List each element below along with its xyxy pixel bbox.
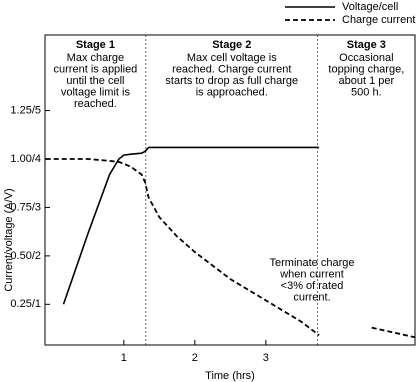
x-axis-label: Time (hrs) bbox=[205, 370, 255, 382]
y-tick-label: 0.25/1 bbox=[10, 298, 41, 310]
y-tick-label: 0.50/2 bbox=[10, 250, 41, 262]
stage-text: topping charge, bbox=[328, 63, 404, 75]
series-line bbox=[62, 146, 320, 305]
annotation: current. bbox=[293, 291, 330, 303]
series-line bbox=[45, 158, 416, 339]
y-tick-label: 1.00/4 bbox=[10, 153, 41, 165]
stage-text: voltage limit is bbox=[61, 86, 131, 98]
stage-text: 500 h. bbox=[351, 86, 382, 98]
stage-title: Stage 3 bbox=[347, 39, 386, 51]
annotation: Terminate charge bbox=[270, 257, 355, 269]
annotation: when current bbox=[279, 268, 344, 280]
stage-text: Max cell voltage is bbox=[187, 52, 277, 64]
stage-text: reached. Charge current bbox=[172, 63, 291, 75]
stage-text: Max charge bbox=[67, 52, 124, 64]
y-axis-label: Current/voltage (A/V) bbox=[3, 188, 15, 291]
stage-text: starts to drop as full charge bbox=[165, 75, 298, 87]
stage-text: until the cell bbox=[66, 75, 124, 87]
stage-text: reached. bbox=[74, 98, 117, 110]
stage-title: Stage 1 bbox=[76, 39, 115, 51]
x-tick-label: 2 bbox=[192, 352, 198, 364]
stage-title: Stage 2 bbox=[212, 39, 251, 51]
x-tick-label: 1 bbox=[121, 352, 127, 364]
y-tick-label: 1.25/5 bbox=[10, 104, 41, 116]
x-tick-label: 3 bbox=[263, 352, 269, 364]
plot-frame bbox=[44, 34, 416, 346]
y-tick-label: 0.75/3 bbox=[10, 201, 41, 213]
stage-text: Occasional bbox=[339, 52, 393, 64]
stage-text: is approached. bbox=[196, 86, 268, 98]
stage-text: current is applied bbox=[54, 63, 138, 75]
legend-label: Charge current bbox=[342, 14, 415, 26]
legend-label: Voltage/cell bbox=[342, 1, 398, 13]
stage-text: about 1 per bbox=[339, 75, 395, 87]
annotation: <3% of rated bbox=[281, 280, 344, 292]
